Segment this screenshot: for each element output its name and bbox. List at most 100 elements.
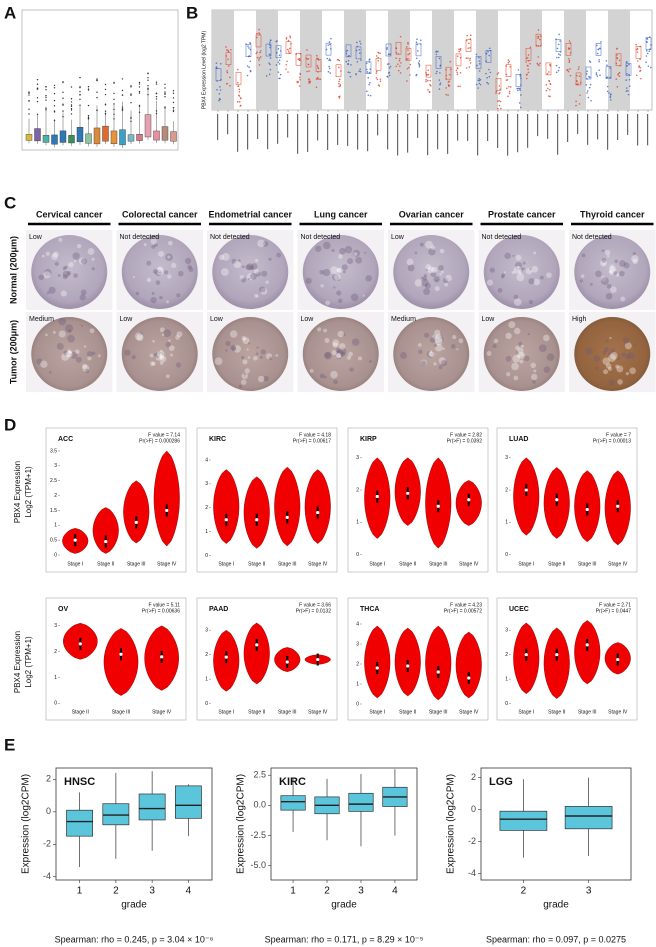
outlier [87, 116, 90, 119]
texture [595, 270, 602, 278]
point [478, 62, 481, 65]
point [645, 61, 647, 64]
texture [349, 367, 354, 372]
texture [257, 239, 265, 248]
texture [339, 247, 346, 255]
point [456, 73, 459, 76]
texture [435, 337, 443, 346]
median [78, 642, 82, 646]
texture [168, 339, 171, 342]
staining-level: Low [301, 316, 315, 323]
f-value: F value = 2.71 [599, 602, 631, 608]
box [465, 39, 472, 52]
texture [620, 296, 626, 302]
outlier [62, 115, 64, 118]
texture [244, 368, 250, 374]
texture [438, 265, 444, 271]
point [616, 48, 618, 50]
violin [243, 622, 270, 685]
x-label-stub [547, 114, 549, 139]
median [524, 488, 528, 492]
box [255, 34, 262, 48]
box [348, 792, 374, 812]
texture [175, 335, 180, 340]
outlier [79, 91, 81, 93]
texture [336, 350, 344, 358]
texture [341, 332, 346, 337]
texture [605, 339, 609, 343]
point [399, 65, 401, 67]
texture [53, 251, 59, 258]
texture [337, 278, 341, 282]
point [625, 87, 628, 89]
plot-frame [196, 597, 338, 721]
texture [44, 268, 52, 277]
point [478, 70, 481, 72]
x-label-stub [447, 114, 449, 154]
point [329, 43, 331, 46]
point [395, 57, 397, 60]
plot-title: KIRP [360, 436, 377, 443]
plot-title: HNSC [64, 776, 95, 788]
box [110, 130, 118, 145]
texture [153, 353, 156, 356]
point [285, 68, 287, 70]
outlier [121, 78, 124, 80]
y-tick-label: 0 [356, 701, 359, 707]
point [646, 49, 648, 52]
texture [146, 260, 152, 266]
point [399, 35, 402, 38]
outlier [138, 90, 141, 93]
texture [420, 360, 427, 367]
y-tick-label: 2 [505, 487, 508, 493]
point [349, 71, 351, 74]
texture [331, 248, 335, 253]
point [219, 89, 222, 91]
texture [54, 261, 60, 266]
point [415, 57, 418, 60]
point [616, 86, 619, 88]
y-tick-label: 1 [356, 520, 359, 526]
point [479, 78, 482, 81]
f-value: F value = 4.23 [450, 602, 482, 608]
plot-frame [347, 427, 489, 573]
point [367, 94, 370, 96]
outlier [113, 113, 115, 115]
point [628, 85, 631, 88]
texture [625, 354, 631, 360]
texture [262, 241, 269, 247]
texture [143, 243, 147, 247]
point [588, 60, 591, 62]
x-label-stub [537, 114, 539, 137]
plot-title: LGG [489, 776, 513, 788]
texture [414, 251, 418, 255]
texture [522, 267, 525, 271]
texture [87, 248, 95, 255]
point [388, 63, 390, 65]
point [467, 57, 469, 59]
point [459, 47, 462, 50]
point [308, 70, 310, 72]
tissue-core [121, 317, 198, 391]
point [649, 66, 652, 69]
point [519, 106, 522, 109]
texture [265, 280, 269, 284]
point [269, 68, 272, 71]
point [375, 55, 378, 57]
texture [242, 359, 248, 365]
box [499, 810, 548, 831]
texture [82, 363, 88, 369]
texture [150, 238, 157, 245]
y-tick-label: -2.5 [250, 830, 266, 840]
y-tick-label: 3 [505, 455, 508, 461]
texture [78, 257, 86, 265]
violin [103, 628, 139, 696]
x-label-stub [297, 114, 299, 154]
x-label-stub [367, 114, 369, 152]
column-header: Prostate cancer [488, 209, 556, 219]
point [317, 57, 319, 60]
point [527, 71, 530, 74]
row-label: Normal (200μm) [8, 236, 18, 304]
y-tick-label: 3 [505, 628, 508, 634]
point [606, 85, 609, 88]
